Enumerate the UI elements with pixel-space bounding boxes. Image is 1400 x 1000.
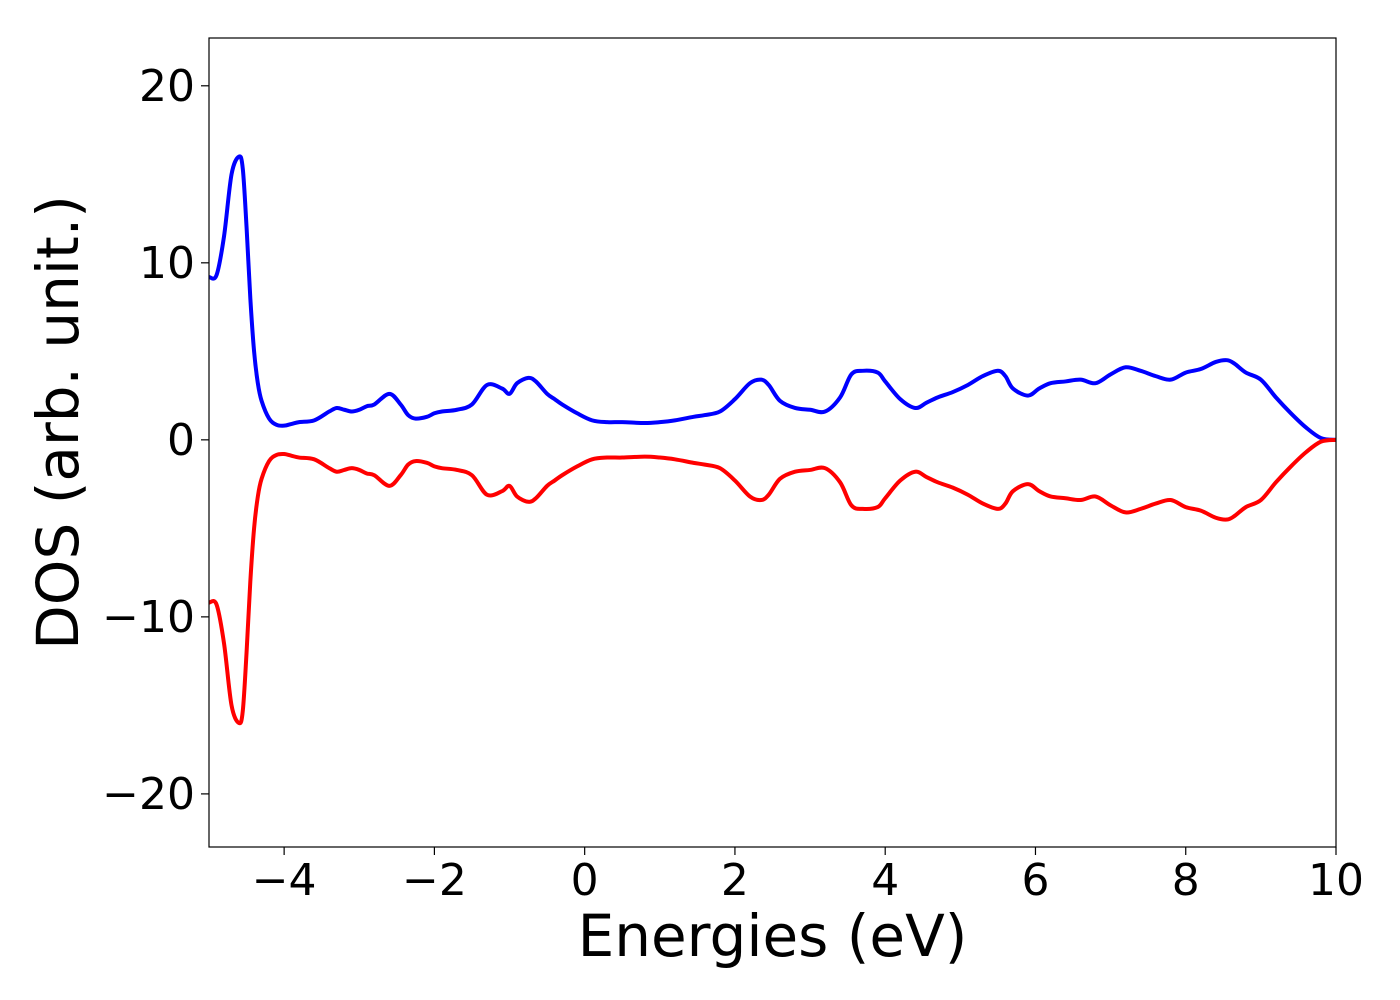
y-tick-label: −20 — [102, 769, 195, 820]
x-tick-label: 6 — [1021, 855, 1049, 906]
x-tick-label: −4 — [252, 855, 317, 906]
x-tick-label: 0 — [571, 855, 599, 906]
series-line-1 — [209, 437, 1336, 726]
y-tick-label: −10 — [102, 592, 195, 643]
x-axis-label: Energies (eV) — [578, 902, 968, 970]
y-axis: −20 −10 0 10 20 — [102, 61, 209, 820]
x-tick-label: 8 — [1172, 855, 1200, 906]
y-tick-label: 20 — [139, 61, 195, 112]
x-tick-label: 4 — [871, 855, 899, 906]
y-tick-label: 10 — [139, 238, 195, 289]
x-tick-label: 10 — [1308, 855, 1364, 906]
x-axis: −4 −2 0 2 4 6 8 10 — [252, 847, 1364, 906]
series-line-0 — [209, 154, 1336, 442]
x-tick-label: 2 — [721, 855, 749, 906]
y-tick-label: 0 — [167, 415, 195, 466]
plot-frame — [208, 37, 1337, 848]
series-layer — [209, 154, 1336, 726]
y-axis-label: DOS (arb. unit.) — [24, 195, 92, 650]
x-tick-label: −2 — [402, 855, 467, 906]
